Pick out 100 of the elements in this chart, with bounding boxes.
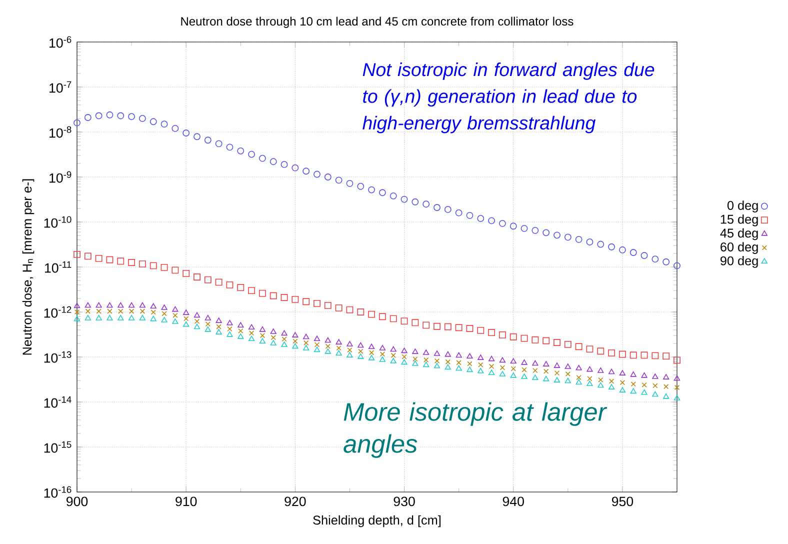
point xyxy=(194,274,200,280)
point xyxy=(161,304,168,310)
y-tick-label: 10$^{-16}$ xyxy=(44,486,72,498)
point xyxy=(444,351,451,357)
point xyxy=(674,356,680,364)
point xyxy=(74,316,80,322)
point xyxy=(498,220,506,227)
x-tick-label: 950 xyxy=(612,496,634,506)
point xyxy=(182,270,190,277)
point xyxy=(466,212,474,219)
y-tick-label: 10$^{-8}$ xyxy=(50,126,72,138)
point xyxy=(248,330,254,336)
point xyxy=(542,337,550,344)
point xyxy=(564,364,571,369)
point xyxy=(84,302,91,308)
point xyxy=(641,389,648,395)
point xyxy=(74,302,80,308)
point xyxy=(597,240,604,248)
point xyxy=(248,150,256,158)
point xyxy=(532,226,539,234)
point xyxy=(270,335,276,340)
legend-label: 0 deg xyxy=(727,200,758,212)
point xyxy=(358,342,364,348)
point xyxy=(379,344,386,350)
point xyxy=(194,312,200,318)
point xyxy=(608,378,614,384)
point xyxy=(554,377,560,382)
point xyxy=(412,356,418,362)
point xyxy=(150,310,156,315)
point xyxy=(586,380,593,386)
point xyxy=(401,359,408,365)
point xyxy=(521,359,528,365)
point xyxy=(500,365,506,370)
point xyxy=(608,368,615,374)
point xyxy=(444,364,451,370)
point xyxy=(652,383,658,388)
point xyxy=(314,346,320,352)
point xyxy=(150,316,156,322)
chart-title: Neutron dose through 10 cm lead and 45 cm concrete from collimator loss xyxy=(181,16,574,28)
point xyxy=(630,388,636,394)
point xyxy=(554,362,560,368)
point xyxy=(674,262,680,270)
point xyxy=(335,304,342,312)
point xyxy=(226,281,234,288)
point xyxy=(259,338,266,344)
point xyxy=(215,278,222,286)
point xyxy=(520,334,528,342)
point xyxy=(608,349,616,356)
point xyxy=(576,379,582,385)
point xyxy=(118,314,124,320)
point xyxy=(642,382,647,388)
point xyxy=(216,324,222,330)
point xyxy=(378,313,386,320)
point xyxy=(162,311,167,316)
y-tick-label: 10$^{-6}$ xyxy=(50,36,72,48)
legend-label: 60 deg xyxy=(720,242,758,254)
point xyxy=(630,371,636,377)
point xyxy=(280,161,288,168)
point xyxy=(304,340,309,346)
point xyxy=(107,308,112,314)
point xyxy=(456,360,462,366)
point xyxy=(434,358,440,364)
point xyxy=(346,352,353,358)
point xyxy=(139,314,146,320)
point xyxy=(597,348,604,355)
point xyxy=(378,189,386,196)
point xyxy=(346,180,354,187)
point xyxy=(422,200,430,208)
point xyxy=(160,120,168,128)
point xyxy=(368,344,375,350)
point xyxy=(128,113,136,120)
point xyxy=(434,350,440,356)
point xyxy=(630,352,637,359)
point xyxy=(106,111,114,118)
point xyxy=(183,321,190,327)
point xyxy=(258,290,266,297)
point xyxy=(281,330,288,336)
legend-label: 45 deg xyxy=(720,228,758,240)
point xyxy=(400,318,408,325)
point xyxy=(194,318,200,324)
point xyxy=(335,176,342,184)
point xyxy=(368,186,376,194)
point xyxy=(423,349,430,355)
point xyxy=(302,168,310,175)
point xyxy=(564,234,572,241)
point xyxy=(172,124,179,132)
point xyxy=(346,341,353,346)
point xyxy=(96,302,102,308)
y-tick-label: 10$^{-15}$ xyxy=(44,441,72,453)
y-tick-label: 10$^{-10}$ xyxy=(44,216,72,228)
point xyxy=(412,198,419,206)
point xyxy=(139,302,146,308)
point xyxy=(140,308,146,314)
point xyxy=(608,384,615,390)
point xyxy=(302,298,310,306)
point xyxy=(434,362,440,368)
point xyxy=(390,346,396,352)
point xyxy=(215,140,222,148)
annotation: Not isotropic in forward angles due to (γ,n) generation in lead due to high-energy bremsstrahlung xyxy=(362,62,654,134)
point xyxy=(314,342,320,348)
